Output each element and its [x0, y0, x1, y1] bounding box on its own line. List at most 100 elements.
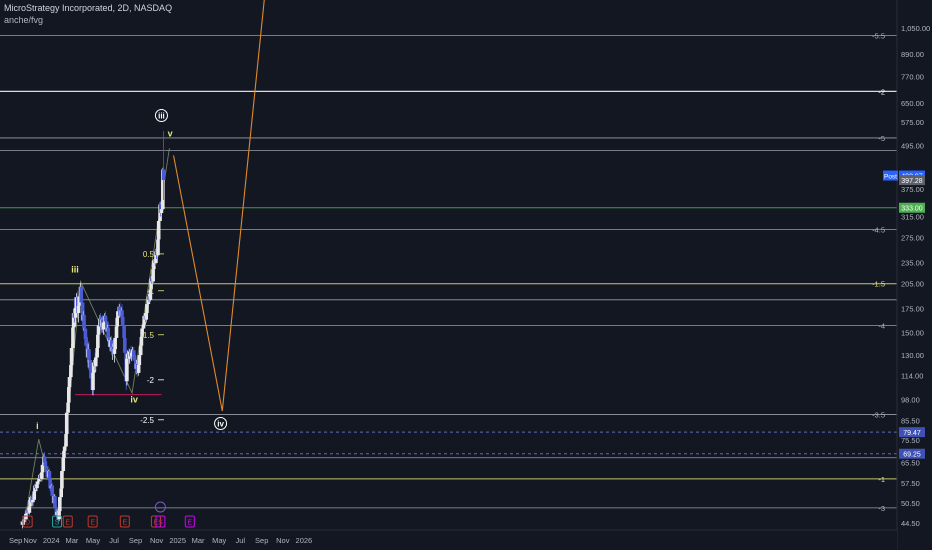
candle-body — [115, 317, 120, 327]
wave-label: v — [168, 128, 173, 138]
candle-body — [77, 296, 81, 306]
candle-body — [64, 434, 68, 447]
candle-body — [159, 209, 164, 214]
time-axis-panel — [0, 530, 897, 550]
symbol-title: MicroStrategy Incorporated, 2D, NASDAQ — [4, 3, 173, 13]
price-tick: 150.00 — [901, 329, 924, 338]
price-tick: 75.50 — [901, 436, 920, 445]
fib-level-label: -4 — [878, 322, 885, 331]
candle-body — [60, 471, 64, 489]
fib-level-label: -5.5 — [872, 32, 885, 41]
fib-level-label: -4.5 — [872, 225, 885, 234]
fib-value-label: 0.5 — [143, 250, 155, 259]
candle-body — [156, 239, 160, 256]
price-tag-box — [899, 448, 925, 459]
wave-label: iii — [71, 265, 79, 275]
price-tick: 650.00 — [901, 99, 924, 108]
candle-body — [40, 472, 44, 479]
price-tag-box — [899, 427, 925, 438]
candle-body — [82, 314, 86, 329]
candle-body — [113, 337, 117, 350]
time-tick: 2026 — [296, 536, 313, 545]
price-axis-panel — [897, 0, 932, 550]
price-tag-box — [899, 202, 925, 213]
candle-body — [146, 296, 151, 305]
candle-body — [131, 350, 136, 358]
candle-body — [62, 450, 66, 458]
candle-body — [142, 315, 146, 325]
event-marker — [87, 515, 98, 528]
candle-body — [43, 462, 48, 467]
candle-body — [32, 491, 37, 500]
event-letter: E — [65, 520, 70, 527]
candle-body — [112, 349, 117, 354]
candle-body — [54, 507, 59, 516]
candle-body — [103, 315, 108, 322]
indicator-label: anche/fvg — [4, 15, 44, 25]
candle-body — [71, 327, 75, 349]
fib-value-label: -2.5 — [140, 416, 154, 425]
event-letter: E — [90, 520, 95, 527]
wave-label: i — [36, 421, 39, 431]
event-marker — [62, 515, 73, 528]
candle-body — [42, 456, 47, 463]
price-tick: 98.00 — [901, 395, 920, 404]
time-tick: Jul — [109, 536, 119, 545]
candle-body — [93, 357, 98, 367]
candle-body — [33, 485, 37, 492]
candle-body — [62, 446, 67, 451]
candle-body — [48, 479, 52, 489]
event-letter: D — [25, 520, 30, 527]
price-tag-label: 79.47 — [903, 430, 921, 437]
fib-level-label: -5 — [878, 134, 885, 143]
event-letter: E — [187, 520, 192, 527]
price-tick: 375.00 — [901, 185, 924, 194]
candle-body — [58, 497, 62, 512]
candle-body — [87, 349, 91, 360]
price-tag-label: 69.25 — [903, 452, 921, 459]
candle-body — [79, 286, 84, 303]
time-tick: Sep — [255, 536, 268, 545]
price-tick: 315.00 — [901, 212, 924, 221]
price-tick: 495.00 — [901, 142, 924, 151]
time-tick: Nov — [150, 536, 164, 545]
candle-body — [96, 334, 100, 349]
wave-label: iv — [130, 395, 138, 405]
price-tick: 205.00 — [901, 280, 924, 289]
fib-level-label: -3 — [878, 504, 885, 513]
price-tick: 1,050.00 — [901, 24, 930, 33]
fib-levels — [0, 35, 897, 509]
candle-body — [66, 402, 70, 413]
candle-body — [96, 325, 101, 335]
wave-label: iii — [158, 112, 165, 121]
fib-level-label: -1.5 — [872, 280, 885, 289]
time-tick: Nov — [23, 536, 37, 545]
candle-body — [35, 481, 40, 485]
candle-body — [91, 372, 95, 391]
price-tick: 130.00 — [901, 351, 924, 360]
candle-body — [101, 322, 106, 330]
candle-body — [59, 488, 64, 498]
candle-body — [144, 313, 149, 320]
candle-body — [67, 387, 71, 403]
candle-body — [136, 365, 141, 373]
candle-body — [64, 412, 69, 435]
candle-body — [151, 269, 155, 282]
price-tag-label: 333.00 — [901, 206, 923, 213]
event-letter: S — [158, 520, 163, 527]
candle-body — [91, 362, 96, 373]
candle-body — [145, 304, 149, 314]
candle-body — [132, 357, 137, 360]
candle-body — [123, 337, 127, 353]
candle-body — [53, 496, 57, 508]
candle-body — [125, 358, 129, 382]
candle-body — [44, 466, 49, 473]
wave-label: iv — [217, 419, 224, 428]
candle-body — [57, 511, 61, 520]
time-axis: Sep Nov 2024 Mar May Jul Sep Nov 2025 Mar May Jul Se… — [9, 536, 312, 545]
fib-level-label: -3.5 — [872, 410, 885, 419]
candle-body — [27, 506, 32, 513]
price-tick: 275.00 — [901, 234, 924, 243]
